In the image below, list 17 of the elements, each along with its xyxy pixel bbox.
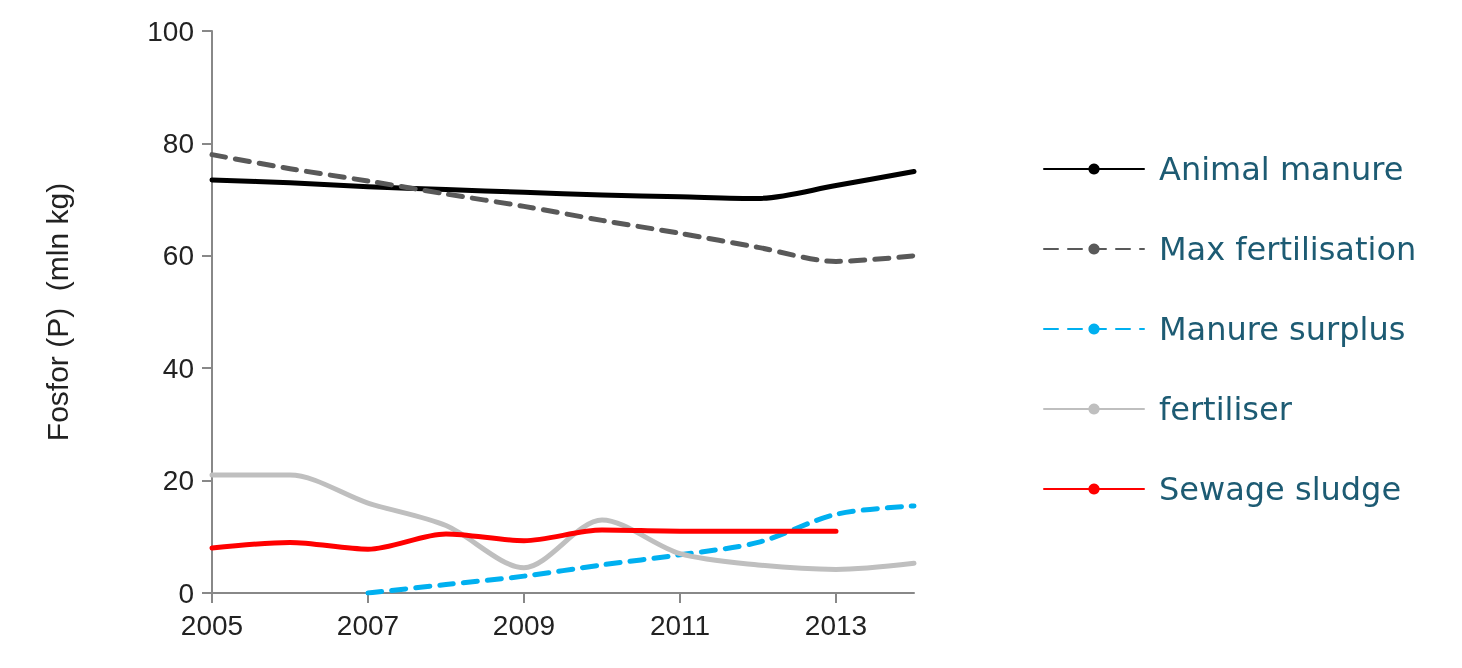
legend-label: Max fertilisation (1159, 230, 1417, 268)
y-axis-title: Fosfor (P) (mln kg) (40, 182, 74, 442)
y-tick-label: 60 (162, 240, 194, 272)
legend-label: Animal manure (1159, 150, 1404, 188)
x-tick-label: 2011 (649, 609, 711, 641)
legend-label: Manure surplus (1159, 310, 1406, 348)
x-tick-label: 2013 (804, 609, 868, 641)
y-tick-label: 40 (162, 352, 194, 384)
x-tick-label: 2009 (492, 609, 556, 641)
x-tick-label: 2005 (180, 609, 244, 641)
y-tick-label: 20 (162, 465, 194, 497)
y-tick-label: 80 (162, 127, 194, 159)
x-tick-label: 2007 (336, 609, 400, 641)
legend-label: fertiliser (1159, 390, 1293, 428)
y-tick-label: 100 (147, 15, 194, 47)
y-tick-label: 0 (178, 577, 194, 609)
legend-label: Sewage sludge (1159, 470, 1402, 508)
